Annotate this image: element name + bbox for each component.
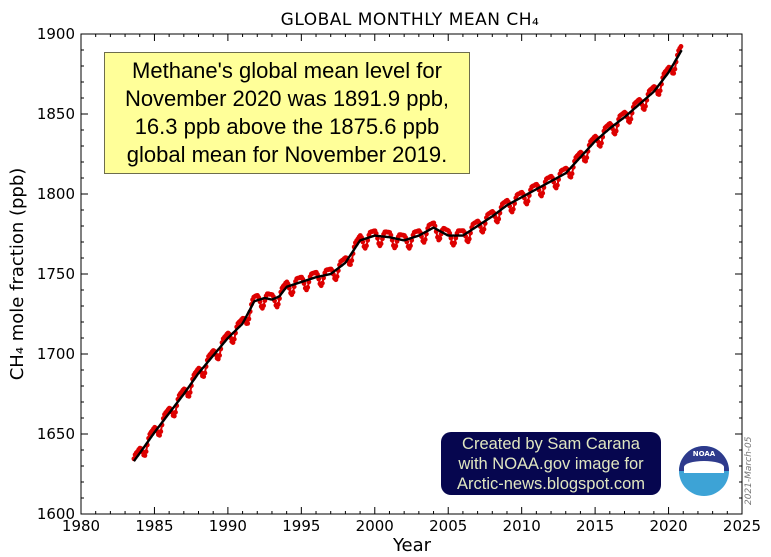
noaa-logo-icon: NOAA (679, 446, 729, 496)
monthly-point (422, 237, 428, 243)
monthly-point (171, 413, 177, 419)
monthly-point (496, 216, 502, 222)
monthly-point (143, 449, 149, 454)
monthly-point (246, 316, 252, 322)
x-tick-label-2020: 2020 (649, 517, 687, 535)
monthly-point (231, 336, 237, 342)
monthly-point (408, 243, 413, 249)
monthly-point (290, 289, 296, 295)
monthly-point (378, 241, 384, 247)
monthly-point (217, 353, 223, 358)
monthly-point (320, 280, 325, 286)
info-line-2: November 2020 was 1891.9 ppb, (124, 86, 450, 111)
monthly-point (393, 243, 399, 249)
x-tick-label-2025: 2025 (723, 517, 761, 535)
monthly-point (173, 409, 178, 415)
monthly-point (672, 66, 678, 72)
x-tick-label-2000: 2000 (356, 517, 394, 535)
x-tick-label-1995: 1995 (282, 517, 320, 535)
info-line-3: 16.3 ppb above the 1875.6 ppb (134, 114, 440, 139)
monthly-point (187, 390, 193, 395)
monthly-point (510, 206, 516, 212)
y-axis-label: CH₄ mole fraction (ppb) (7, 168, 28, 381)
monthly-point (555, 182, 560, 188)
y-tick-label-1750: 1750 (37, 265, 75, 283)
data-layer (131, 44, 684, 462)
monthly-point (305, 285, 311, 290)
info-line-4: global mean for November 2019. (126, 142, 448, 167)
monthly-point (671, 70, 677, 76)
x-tick-label-1985: 1985 (135, 517, 173, 535)
credit-line-1: Created by Sam Carana (462, 435, 640, 453)
monthly-point (525, 198, 531, 204)
monthly-point (202, 370, 208, 376)
monthly-point (628, 116, 634, 122)
monthly-point (613, 128, 619, 134)
trend-line (132, 49, 683, 462)
monthly-point (334, 274, 340, 279)
y-tick-label-1600: 1600 (37, 505, 75, 523)
monthly-point (364, 243, 369, 249)
y-tick-label-1800: 1800 (37, 185, 75, 203)
monthly-point (201, 374, 207, 379)
monthly-point (656, 92, 662, 97)
credit-line-3: Arctic-news.blogspot.com (457, 475, 645, 493)
x-tick-label-2005: 2005 (429, 517, 467, 535)
monthly-point (142, 453, 148, 458)
x-axis-label: Year (392, 535, 432, 556)
y-tick-label-1700: 1700 (37, 345, 75, 363)
monthly-point (349, 258, 355, 263)
monthly-point (245, 321, 251, 326)
monthly-point (186, 393, 192, 399)
monthly-point (157, 432, 163, 438)
x-tick-label-2015: 2015 (576, 517, 614, 535)
monthly-point (643, 103, 648, 109)
x-tick-label-1990: 1990 (209, 517, 247, 535)
monthly-point (452, 240, 457, 246)
monthly-point (540, 190, 546, 196)
y-tick-label-1650: 1650 (37, 425, 75, 443)
credit-box: Created by Sam Carana with NOAA.gov imag… (441, 432, 661, 495)
monthly-point (158, 429, 164, 434)
monthly-point (261, 303, 266, 309)
credit-line-2: with NOAA.gov image for (458, 455, 644, 473)
monthly-point (599, 140, 604, 146)
info-line-1: Methane's global mean level for (132, 58, 442, 83)
info-box: Methane's global mean level for November… (104, 52, 470, 174)
y-tick-label-1900: 1900 (37, 25, 75, 43)
monthly-point (678, 44, 684, 49)
monthly-point (466, 236, 472, 242)
y-tick-label-1850: 1850 (37, 105, 75, 123)
x-tick-label-1980: 1980 (62, 517, 100, 535)
monthly-point (348, 262, 353, 267)
date-stamp: 2021-March-05 (744, 436, 754, 505)
monthly-point (481, 226, 487, 232)
monthly-point (584, 155, 590, 161)
chart-title: GLOBAL MONTHLY MEAN CH₄ (281, 10, 540, 30)
monthly-point (275, 301, 281, 307)
monthly-point (657, 88, 663, 94)
monthly-point (215, 356, 221, 362)
x-tick-label-2010: 2010 (503, 517, 541, 535)
axis-ticks: 1980 1985 1990 1995 2000 2005 2010 2015 2020 2025… (37, 25, 761, 535)
monthly-point (569, 171, 575, 177)
logo-text: NOAA (692, 450, 716, 458)
monthly-point (437, 236, 443, 241)
